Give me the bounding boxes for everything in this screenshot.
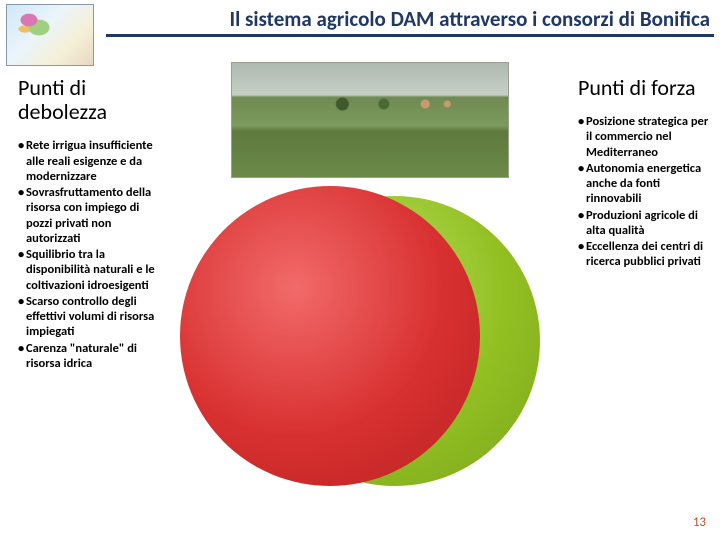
- list-item: Carenza "naturale" di risorsa idrica: [18, 341, 156, 372]
- strengths-column: Punti di forza Posizione strategica per …: [578, 76, 712, 271]
- landscape-photo: [231, 62, 509, 178]
- strengths-heading: Punti di forza: [578, 76, 712, 100]
- strengths-list: Posizione strategica per il commercio ne…: [578, 114, 712, 270]
- list-item: Autonomia energetica anche da fonti rinn…: [578, 161, 710, 207]
- list-item: Rete irrigua insufficiente alle reali es…: [18, 138, 156, 184]
- venn-circle-weaknesses: [180, 186, 480, 486]
- slide-title: Il sistema agricolo DAM attraverso i con…: [106, 6, 714, 32]
- title-wrap: Il sistema agricolo DAM attraverso i con…: [106, 4, 714, 37]
- list-item: Produzioni agricole di alta qualità: [578, 208, 710, 239]
- list-item: Eccellenza dei centri di ricerca pubblic…: [578, 239, 710, 270]
- weaknesses-list: Rete irrigua insufficiente alle reali es…: [18, 138, 162, 371]
- map-thumbnail: [6, 4, 94, 66]
- list-item: Posizione strategica per il commercio ne…: [578, 114, 710, 160]
- weaknesses-column: Punti di debolezza Rete irrigua insuffic…: [18, 76, 162, 372]
- title-underline: [106, 34, 714, 37]
- weaknesses-heading: Punti di debolezza: [18, 76, 162, 124]
- page-number: 13: [693, 515, 706, 530]
- list-item: Squilibrio tra la disponibilità naturali…: [18, 247, 156, 293]
- center-graphics: [162, 76, 578, 506]
- venn-diagram: [200, 196, 540, 496]
- list-item: Sovrasfruttamento della risorsa con impi…: [18, 185, 156, 246]
- list-item: Scarso controllo degli effettivi volumi …: [18, 294, 156, 340]
